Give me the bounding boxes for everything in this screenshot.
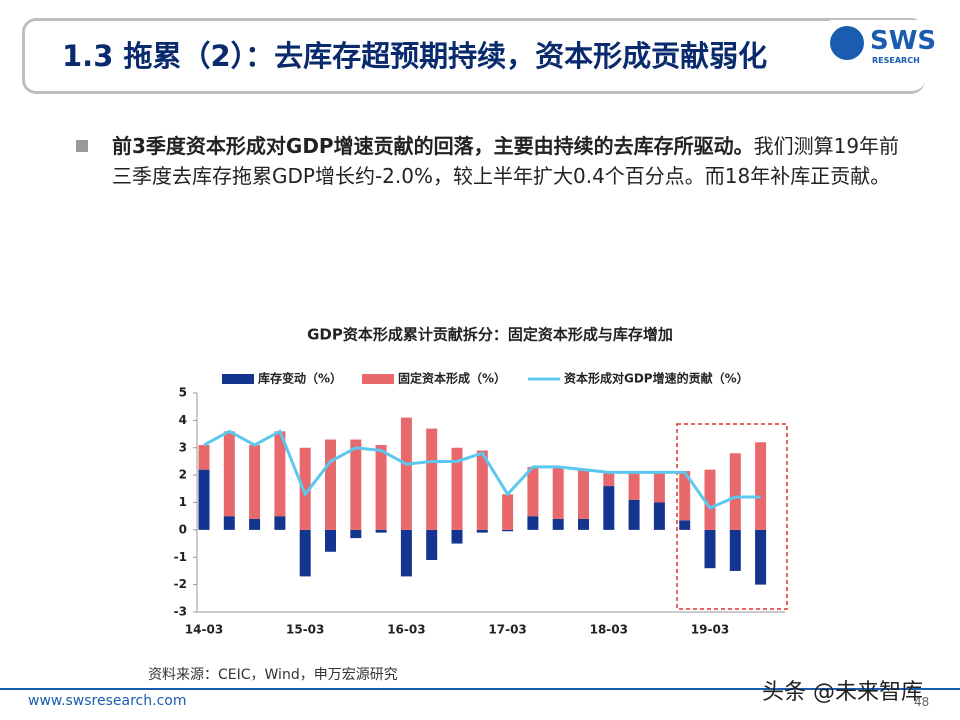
bullet-bold: 前3季度资本形成对GDP增速贡献的回落，主要由持续的去库存所驱动。 — [112, 134, 754, 158]
bar — [679, 520, 691, 530]
footer-url: www.swsresearch.com — [28, 693, 187, 709]
bar — [451, 447, 463, 530]
bar — [400, 529, 412, 577]
bar — [223, 431, 235, 517]
bar — [223, 516, 235, 530]
y-tick-label: 1 — [179, 495, 187, 509]
y-tick-label: 2 — [179, 468, 187, 482]
logo-box: SWS RESEARCH — [830, 20, 940, 70]
bar — [755, 442, 767, 530]
bullet-marker — [76, 140, 88, 152]
bar — [476, 450, 488, 530]
legend-swatch — [222, 374, 254, 384]
source: 资料来源：CEIC，Wind，申万宏源研究 — [148, 667, 398, 683]
legend-label: 库存变动（%） — [258, 371, 342, 386]
bar — [274, 516, 286, 530]
x-tick-label: 16-03 — [387, 623, 425, 637]
bar — [350, 529, 362, 539]
y-tick-label: 4 — [179, 413, 187, 427]
page-number: 48 — [914, 695, 930, 709]
title-frame — [22, 18, 925, 94]
bar — [451, 529, 463, 544]
bar — [527, 516, 539, 530]
x-tick-label: 14-03 — [185, 623, 223, 637]
bar — [274, 431, 286, 517]
bar — [325, 529, 336, 552]
bar — [249, 445, 261, 519]
bar — [704, 529, 716, 569]
bar — [653, 502, 665, 530]
legend-label: 固定资本形成（%） — [398, 371, 506, 386]
logo-text: SWS — [870, 26, 937, 56]
bar — [653, 472, 665, 503]
bar — [476, 529, 488, 533]
y-tick-label: -2 — [174, 577, 187, 591]
bar — [350, 439, 362, 530]
bar — [679, 471, 691, 521]
legend-swatch — [362, 374, 394, 384]
bar — [198, 445, 210, 470]
bar — [729, 453, 741, 530]
x-tick-label: 19-03 — [691, 623, 729, 637]
bar — [198, 469, 210, 530]
bar — [578, 469, 589, 519]
bar — [603, 486, 615, 530]
bar — [502, 529, 514, 532]
x-tick-label: 15-03 — [286, 623, 324, 637]
bar — [729, 529, 741, 571]
bar — [552, 466, 564, 519]
bar — [375, 445, 387, 530]
bar — [325, 439, 336, 530]
watermark: 头条 @未来智库 — [762, 680, 923, 705]
bar — [426, 428, 438, 530]
y-tick-label: 5 — [179, 386, 187, 400]
x-tick-label: 18-03 — [590, 623, 628, 637]
bullet-text: 前3季度资本形成对GDP增速贡献的回落，主要由持续的去库存所驱动。我们测算19年… — [112, 131, 902, 191]
bar — [527, 466, 539, 517]
highlight-box — [676, 423, 788, 610]
chart-title: GDP资本形成累计贡献拆分：固定资本形成与库存增加 — [307, 326, 673, 344]
y-tick-label: -1 — [174, 550, 187, 564]
bar — [375, 529, 387, 533]
logo-sub: RESEARCH — [872, 56, 920, 65]
bar — [299, 529, 311, 577]
y-tick-label: -3 — [174, 605, 187, 619]
bar — [704, 469, 716, 530]
logo-icon — [830, 26, 864, 60]
bullet-normal: 我们测算19年前三季度去库存拖累GDP增长约-2.0%，较上半年扩大0.4个百分… — [112, 134, 900, 188]
bar — [578, 518, 589, 530]
bar — [249, 518, 261, 530]
bar — [755, 529, 767, 585]
bar — [299, 447, 311, 530]
bar — [426, 529, 438, 560]
bar — [552, 518, 564, 530]
bar — [628, 499, 640, 530]
bar — [502, 494, 514, 530]
legend-label: 资本形成对GDP增速的贡献（%） — [564, 371, 749, 386]
y-tick-label: 3 — [179, 440, 187, 454]
bar — [628, 472, 640, 500]
bar — [603, 472, 615, 487]
slide-title: 1.3 拖累（2）：去库存超预期持续，资本形成贡献弱化 — [62, 39, 768, 73]
x-tick-label: 17-03 — [488, 623, 526, 637]
bar — [400, 417, 412, 530]
line — [203, 429, 761, 510]
y-tick-label: 0 — [179, 522, 187, 536]
footer-rule — [0, 688, 960, 690]
